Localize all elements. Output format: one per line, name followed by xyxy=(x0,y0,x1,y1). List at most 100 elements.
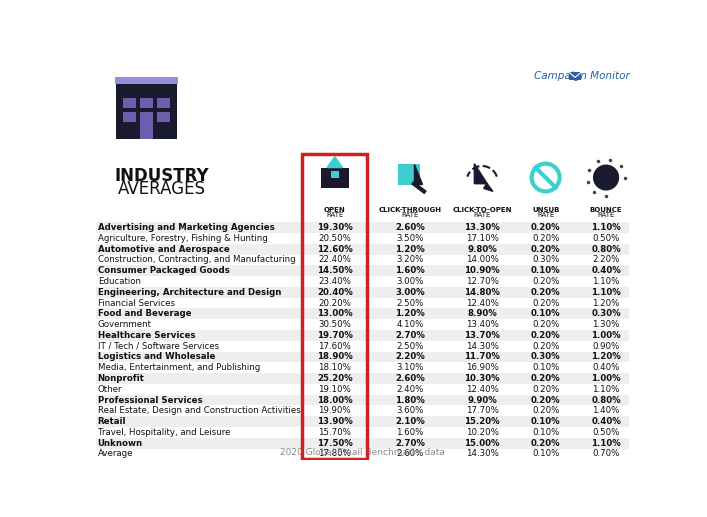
Text: 0.80%: 0.80% xyxy=(591,396,621,405)
Text: 2.70%: 2.70% xyxy=(395,439,425,448)
Text: 0.20%: 0.20% xyxy=(531,223,561,232)
Text: 1.00%: 1.00% xyxy=(591,374,621,383)
Text: 12.60%: 12.60% xyxy=(317,245,353,254)
Bar xyxy=(123,112,136,122)
Text: 16.90%: 16.90% xyxy=(466,363,498,372)
Text: 17.80%: 17.80% xyxy=(318,449,351,459)
Bar xyxy=(96,384,629,394)
Text: 11.70%: 11.70% xyxy=(464,353,500,361)
Bar xyxy=(96,265,629,276)
Text: 1.60%: 1.60% xyxy=(397,428,423,437)
Text: 2.60%: 2.60% xyxy=(395,223,425,232)
Text: 14.30%: 14.30% xyxy=(466,449,498,459)
Text: 20.50%: 20.50% xyxy=(318,234,351,243)
Text: 0.20%: 0.20% xyxy=(532,406,559,415)
Text: CLICK-TO-OPEN: CLICK-TO-OPEN xyxy=(452,207,512,213)
Text: 1.10%: 1.10% xyxy=(592,385,620,394)
Text: 12.70%: 12.70% xyxy=(466,277,498,286)
Text: 13.70%: 13.70% xyxy=(464,331,500,340)
Text: 1.10%: 1.10% xyxy=(591,288,621,297)
Bar xyxy=(96,438,629,449)
Text: 0.10%: 0.10% xyxy=(531,266,561,275)
Text: Engineering, Architecture and Design: Engineering, Architecture and Design xyxy=(98,288,281,297)
Text: 18.90%: 18.90% xyxy=(317,353,353,361)
Text: Logistics and Wholesale: Logistics and Wholesale xyxy=(98,353,215,361)
Text: RATE: RATE xyxy=(537,212,554,218)
Text: 0.20%: 0.20% xyxy=(531,374,561,383)
Text: 19.30%: 19.30% xyxy=(317,223,353,232)
Text: 0.20%: 0.20% xyxy=(531,288,561,297)
Text: Average: Average xyxy=(98,449,133,459)
Text: 1.00%: 1.00% xyxy=(591,331,621,340)
Text: RATE: RATE xyxy=(597,212,615,218)
Text: CLICK-THROUGH: CLICK-THROUGH xyxy=(378,207,441,213)
Text: Advertising and Marketing Agencies: Advertising and Marketing Agencies xyxy=(98,223,274,232)
Text: 1.40%: 1.40% xyxy=(592,406,620,415)
Text: 0.40%: 0.40% xyxy=(591,266,621,275)
Text: 2.70%: 2.70% xyxy=(395,331,425,340)
Text: 0.10%: 0.10% xyxy=(532,449,559,459)
Text: 15.00%: 15.00% xyxy=(464,439,500,448)
Text: 0.20%: 0.20% xyxy=(531,396,561,405)
Text: 23.40%: 23.40% xyxy=(318,277,351,286)
Text: 0.10%: 0.10% xyxy=(532,363,559,372)
Bar xyxy=(96,309,629,319)
Text: RATE: RATE xyxy=(326,212,344,218)
Text: AVERAGES: AVERAGES xyxy=(118,180,206,198)
Text: 1.20%: 1.20% xyxy=(591,353,621,361)
Polygon shape xyxy=(327,157,343,168)
Text: 0.30%: 0.30% xyxy=(532,255,559,264)
Text: 2.20%: 2.20% xyxy=(395,353,425,361)
Text: Education: Education xyxy=(98,277,141,286)
Text: 17.10%: 17.10% xyxy=(466,234,498,243)
Text: 0.20%: 0.20% xyxy=(532,385,559,394)
Text: 19.90%: 19.90% xyxy=(319,406,351,415)
Text: 2.60%: 2.60% xyxy=(397,449,423,459)
Text: 0.80%: 0.80% xyxy=(591,245,621,254)
Bar xyxy=(123,98,136,108)
Text: 1.10%: 1.10% xyxy=(591,223,621,232)
Text: 8.90%: 8.90% xyxy=(467,309,497,318)
Bar xyxy=(96,405,629,416)
Text: 1.10%: 1.10% xyxy=(591,439,621,448)
Text: 14.30%: 14.30% xyxy=(466,342,498,351)
Text: 18.00%: 18.00% xyxy=(317,396,353,405)
Text: 0.20%: 0.20% xyxy=(531,439,561,448)
Text: 0.20%: 0.20% xyxy=(532,234,559,243)
Text: 0.40%: 0.40% xyxy=(592,363,620,372)
Text: Food and Beverage: Food and Beverage xyxy=(98,309,191,318)
Text: 19.70%: 19.70% xyxy=(317,331,353,340)
Text: 14.00%: 14.00% xyxy=(466,255,498,264)
Text: 1.60%: 1.60% xyxy=(395,266,425,275)
Text: 0.30%: 0.30% xyxy=(531,353,561,361)
Text: 0.20%: 0.20% xyxy=(531,331,561,340)
Text: 9.90%: 9.90% xyxy=(467,396,497,405)
Text: 13.30%: 13.30% xyxy=(464,223,500,232)
Text: Real Estate, Design and Construction Activities: Real Estate, Design and Construction Act… xyxy=(98,406,300,415)
Text: 0.30%: 0.30% xyxy=(591,309,621,318)
Text: INDUSTRY: INDUSTRY xyxy=(115,167,209,185)
Text: 25.20%: 25.20% xyxy=(317,374,353,383)
Text: 3.20%: 3.20% xyxy=(397,255,423,264)
Text: 3.00%: 3.00% xyxy=(395,288,425,297)
Text: 0.20%: 0.20% xyxy=(531,245,561,254)
Text: 1.80%: 1.80% xyxy=(395,396,425,405)
Text: 13.40%: 13.40% xyxy=(466,320,498,329)
Bar xyxy=(569,72,581,80)
Bar xyxy=(398,164,420,185)
Bar xyxy=(331,171,339,178)
Bar xyxy=(96,276,629,287)
Text: 17.70%: 17.70% xyxy=(466,406,498,415)
Text: 2.50%: 2.50% xyxy=(397,342,423,351)
Text: 2.60%: 2.60% xyxy=(395,374,425,383)
Text: 12.40%: 12.40% xyxy=(466,385,498,394)
Bar xyxy=(158,112,170,122)
Text: 4.10%: 4.10% xyxy=(397,320,423,329)
Text: 15.20%: 15.20% xyxy=(464,417,500,426)
Text: 0.20%: 0.20% xyxy=(532,320,559,329)
Text: Retail: Retail xyxy=(98,417,126,426)
Circle shape xyxy=(594,165,619,190)
Bar xyxy=(158,98,170,108)
Text: Construction, Contracting, and Manufacturing: Construction, Contracting, and Manufactu… xyxy=(98,255,296,264)
Bar xyxy=(321,168,349,188)
